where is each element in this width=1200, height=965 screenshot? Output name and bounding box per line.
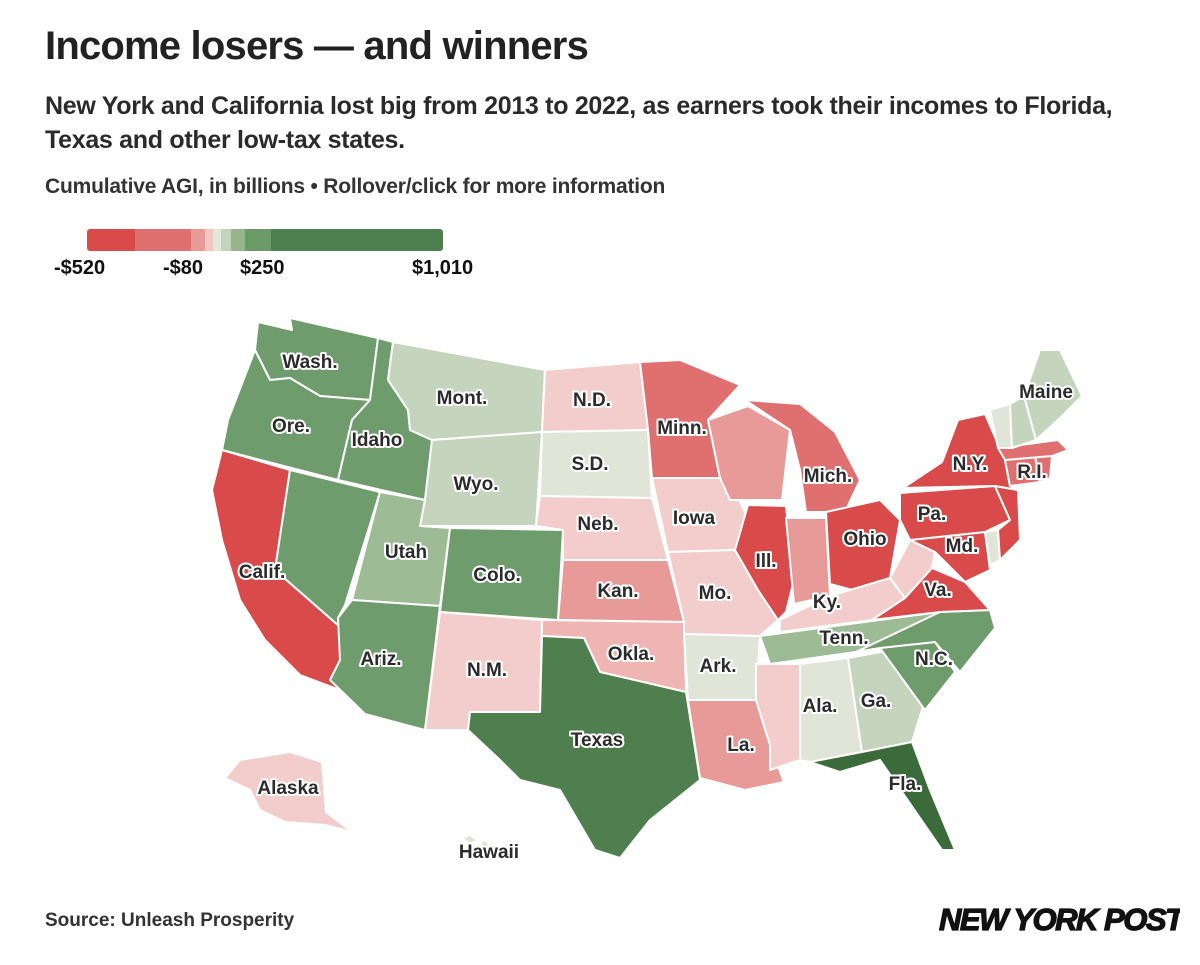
state-label: Kan. [597, 581, 638, 602]
scale-label-max: $1,010 [412, 257, 474, 279]
state-wis[interactable]: Wis. [707, 405, 791, 501]
state-label: Mich. [804, 466, 853, 487]
state-label: Wash. [282, 352, 337, 373]
state-label: Texas [571, 730, 623, 751]
scale-swatch [191, 229, 205, 251]
state-mass[interactable]: Mass. [997, 439, 1069, 461]
chart-note: Cumulative AGI, in billions • Rollover/c… [45, 175, 666, 198]
chart-subtitle: New York and California lost big from 20… [45, 92, 1113, 154]
state-label: Colo. [473, 565, 521, 586]
scale-swatch [135, 229, 191, 251]
state-label: Ark. [700, 656, 737, 677]
state-label: Ore. [272, 416, 310, 437]
state-label: N.C. [915, 649, 953, 670]
state-hawaii[interactable]: Hawaii [461, 834, 491, 849]
scale-swatch [87, 229, 135, 251]
state-label: Iowa [673, 508, 716, 529]
new-york-post-logo: NEW YORK POST [938, 901, 1180, 937]
state-label: Mont. [437, 388, 488, 409]
state-label: Md. [946, 536, 979, 557]
state-label: N.M. [467, 660, 507, 681]
state-alaska[interactable]: Alaska [224, 751, 353, 833]
scale-label-mid: $250 [240, 257, 285, 279]
state-wva[interactable]: W.Va. [889, 539, 936, 599]
state-wyo[interactable]: Wyo. [419, 431, 543, 527]
scale-label-min: -$520 [54, 257, 106, 279]
state-label: Maine [1019, 382, 1073, 403]
scale-swatch [231, 229, 245, 251]
state-label: R.I. [1017, 462, 1047, 483]
state-label: Ala. [803, 696, 838, 717]
color-scale [87, 229, 443, 251]
state-label: Tenn. [819, 628, 868, 649]
state-label: La. [727, 735, 754, 756]
state-label: Ohio [843, 529, 886, 550]
scale-swatch [271, 229, 443, 251]
state-label: Idaho [352, 430, 403, 451]
scale-swatch [213, 229, 221, 251]
state-label: N.D. [573, 390, 611, 411]
scale-swatch [221, 229, 231, 251]
state-label: Wyo. [453, 474, 498, 495]
state-label: N.Y. [953, 454, 988, 475]
state-label: Mo. [699, 583, 732, 604]
state-label: Okla. [608, 644, 654, 665]
state-label: Va. [924, 580, 951, 601]
state-label: Ky. [813, 592, 841, 613]
source-note: Source: Unleash Prosperity [45, 910, 295, 931]
scale-swatch [205, 229, 213, 251]
state-fla[interactable]: Fla. [809, 741, 956, 851]
scale-label-low: -$80 [163, 257, 204, 279]
state-label: S.D. [572, 454, 609, 475]
chart-title: Income losers — and winners [45, 24, 589, 68]
state-label: Neb. [577, 514, 618, 535]
state-label: Pa. [918, 504, 947, 525]
scale-swatch [245, 229, 271, 251]
state-texas[interactable]: Texas [467, 635, 701, 859]
state-label: Ga. [861, 691, 892, 712]
state-label: Calif. [239, 562, 285, 583]
state-label: Ill. [755, 551, 776, 572]
state-label: Ariz. [360, 649, 401, 670]
state-label: Hawaii [459, 842, 519, 863]
logo-text: NEW YORK POST [939, 902, 1180, 937]
state-label: Utah [385, 542, 427, 563]
state-label: Minn. [657, 418, 707, 439]
state-label: Fla. [889, 774, 922, 795]
state-label: Alaska [257, 778, 319, 799]
state-maine[interactable]: Maine [1023, 349, 1083, 441]
